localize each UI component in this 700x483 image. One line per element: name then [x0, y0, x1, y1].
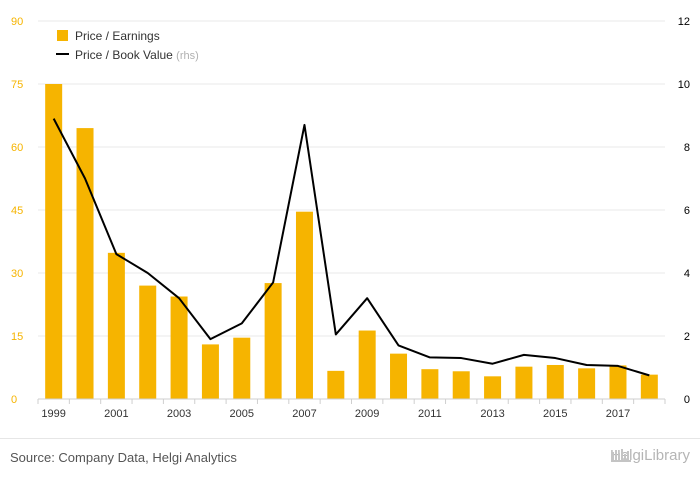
x-tick-label: 2013: [480, 408, 504, 420]
library-logo-icon: [610, 449, 631, 462]
bar-price-earnings: [546, 364, 564, 399]
y-right-tick-label: 8: [684, 142, 690, 154]
bar-price-earnings: [233, 337, 251, 399]
bar-price-earnings: [170, 296, 188, 399]
source-note: Source: Company Data, Helgi Analytics: [10, 450, 237, 465]
bar-price-earnings: [390, 353, 408, 399]
bar-price-earnings: [45, 84, 63, 399]
bar-price-earnings: [640, 374, 658, 399]
y-right-tick-label: 0: [684, 394, 690, 406]
bar-price-earnings: [76, 128, 94, 399]
y-left-tick-label: 60: [11, 142, 23, 154]
line-price-book-value: [52, 118, 650, 377]
y-left-tick-label: 75: [11, 79, 23, 91]
legend-rhs-suffix: (rhs): [176, 50, 199, 62]
bar-price-earnings: [515, 366, 533, 399]
legend-label-price-earnings: Price / Earnings: [75, 29, 160, 43]
y-right-tick-label: 12: [678, 16, 690, 28]
brand-logo[interactable]: HelgiLibrary: [610, 447, 690, 464]
legend-label-price-book-value: Price / Book Value (rhs): [75, 48, 199, 62]
bar-price-earnings: [421, 369, 439, 399]
bar-price-earnings: [139, 285, 157, 399]
x-tick-label: 2011: [418, 408, 442, 420]
y-right-tick-label: 6: [684, 205, 690, 217]
bar-price-earnings: [295, 211, 313, 399]
bar-price-earnings: [452, 371, 470, 399]
x-tick-label: 2003: [167, 408, 191, 420]
y-left-tick-label: 45: [11, 205, 23, 217]
bar-price-earnings: [484, 376, 502, 399]
bar-price-earnings: [327, 370, 345, 399]
y-left-tick-label: 90: [11, 16, 23, 28]
x-tick-label: 2005: [230, 408, 254, 420]
x-tick-label: 2015: [543, 408, 567, 420]
y-right-tick-label: 4: [684, 268, 690, 280]
x-tick-label: 2009: [355, 408, 379, 420]
bar-price-earnings: [201, 344, 219, 399]
x-tick-label: 1999: [41, 408, 65, 420]
x-tick-label: 2001: [104, 408, 128, 420]
legend-swatch-price-earnings: [57, 30, 68, 41]
bar-price-earnings: [578, 368, 596, 399]
bar-price-earnings: [358, 330, 376, 399]
y-left-tick-label: 30: [11, 268, 23, 280]
y-left-tick-label: 0: [11, 394, 17, 406]
chart-canvas: 0 15 30 45 60 75 90 0 2 4 6 8 10 12 1999 2001 2003 2005 20…: [11, 16, 690, 420]
y-right-tick-label: 10: [678, 79, 690, 91]
y-right-tick-label: 2: [684, 331, 690, 343]
footer-divider: [0, 438, 700, 439]
x-tick-label: 2007: [292, 408, 316, 420]
bar-price-earnings: [107, 252, 125, 399]
bar-price-earnings: [609, 365, 627, 399]
bar-price-earnings: [264, 283, 282, 399]
x-tick-label: 2017: [606, 408, 630, 420]
y-left-tick-label: 15: [11, 331, 23, 343]
brand-name: HelgiLibrary: [609, 447, 690, 464]
